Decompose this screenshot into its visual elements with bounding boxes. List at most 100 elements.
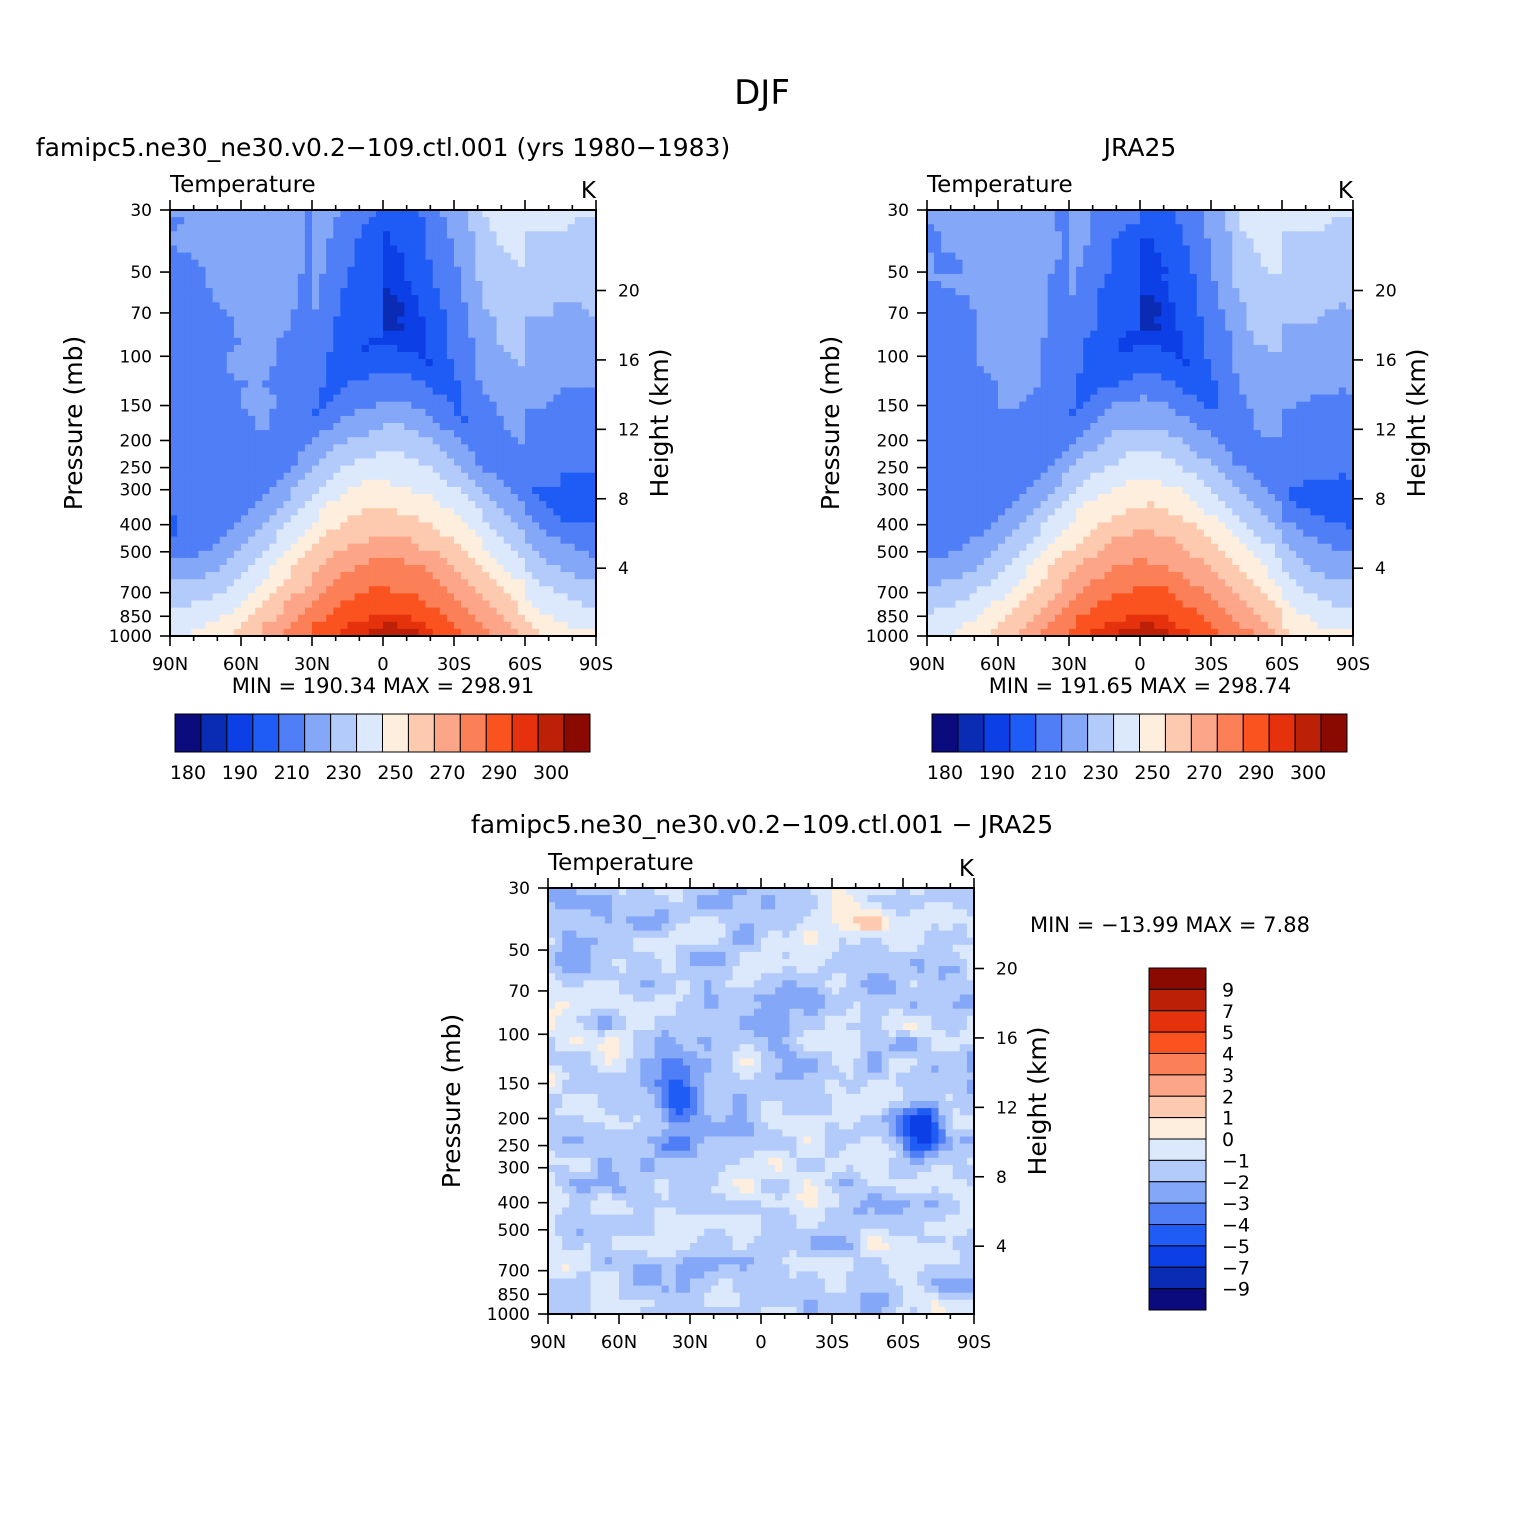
field-cell <box>205 423 214 431</box>
field-cell <box>233 323 242 332</box>
field-cell <box>969 423 978 431</box>
field-cell <box>574 309 583 318</box>
field-cell <box>255 621 263 630</box>
field-cell <box>998 508 1006 516</box>
field-cell <box>390 273 398 282</box>
field-cell <box>990 451 999 460</box>
field-cell <box>1026 394 1035 403</box>
field-cell <box>1026 465 1035 474</box>
field-cell <box>312 543 320 552</box>
field-cell <box>581 330 590 339</box>
colorbar-label: 180 <box>170 762 206 784</box>
field-cell <box>461 210 469 218</box>
field-cell <box>212 572 221 580</box>
field-cell <box>304 344 313 353</box>
field-cell <box>198 238 207 247</box>
field-cell <box>567 486 576 495</box>
field-cell <box>368 444 377 452</box>
field-cell <box>312 486 320 495</box>
field-cell <box>955 465 964 474</box>
field-cell <box>482 316 491 325</box>
field-cell <box>1040 288 1049 296</box>
field-cell <box>525 437 533 445</box>
left-string: Temperature <box>926 172 1073 198</box>
field-cell <box>560 557 569 566</box>
field-cell <box>397 415 405 424</box>
field-cell <box>1061 309 1070 318</box>
field-cell <box>446 288 455 296</box>
field-cell <box>276 231 285 239</box>
field-cell <box>383 366 391 374</box>
field-cell <box>439 437 448 445</box>
field-cell <box>567 621 576 630</box>
field-cell <box>290 316 299 325</box>
field-cell <box>588 444 597 452</box>
field-cell <box>219 316 228 325</box>
field-cell <box>510 401 519 410</box>
field-cell <box>539 415 547 424</box>
field-cell <box>588 458 597 467</box>
field-cell <box>503 408 512 417</box>
field-cell <box>446 387 455 396</box>
field-cell <box>510 415 519 424</box>
field-cell <box>941 628 949 637</box>
field-cell <box>482 366 491 374</box>
field-cell <box>326 252 334 261</box>
field-cell <box>354 245 363 254</box>
field-cell <box>446 210 455 218</box>
field-cell <box>1061 593 1070 602</box>
field-cell <box>333 408 341 417</box>
field-cell <box>390 266 398 275</box>
field-cell <box>482 621 491 630</box>
field-cell <box>574 437 583 445</box>
field-cell <box>1061 302 1070 310</box>
field-cell <box>319 494 327 502</box>
field-cell <box>241 451 249 460</box>
field-cell <box>241 536 249 545</box>
field-cell <box>241 309 249 318</box>
field-cell <box>297 408 306 417</box>
field-cell <box>255 415 263 424</box>
field-cell <box>475 572 483 580</box>
field-cell <box>496 579 505 587</box>
field-cell <box>262 366 270 374</box>
y-tick-label: 200 <box>120 431 152 451</box>
field-cell <box>418 600 427 609</box>
field-cell <box>347 543 356 552</box>
field-cell <box>482 423 491 431</box>
field-cell <box>333 380 341 389</box>
field-cell <box>212 586 221 594</box>
field-cell <box>1069 550 1077 559</box>
field-cell <box>1069 401 1077 410</box>
field-cell <box>489 479 498 488</box>
field-cell <box>383 401 391 410</box>
field-cell <box>205 572 214 580</box>
field-cell <box>340 437 349 445</box>
field-cell <box>255 600 263 609</box>
field-cell <box>241 430 249 438</box>
field-cell <box>312 252 320 261</box>
field-cell <box>532 572 540 580</box>
field-cell <box>955 302 964 310</box>
field-cell <box>1061 614 1070 623</box>
field-cell <box>404 359 412 367</box>
field-cell <box>184 316 192 325</box>
field-cell <box>955 579 964 587</box>
field-cell <box>927 614 935 623</box>
field-cell <box>397 224 405 232</box>
field-cell <box>454 472 462 481</box>
field-cell <box>411 479 420 488</box>
field-cell <box>475 451 483 460</box>
field-cell <box>290 522 299 531</box>
field-cell <box>588 323 597 332</box>
field-cell <box>962 415 971 424</box>
field-cell <box>546 486 554 495</box>
field-cell <box>461 494 469 502</box>
field-cell <box>1033 614 1042 623</box>
field-cell <box>368 593 377 602</box>
field-cell <box>312 472 320 481</box>
field-cell <box>927 593 935 602</box>
field-cell <box>269 614 278 623</box>
y2-tick-label: 20 <box>618 281 640 301</box>
field-cell <box>361 550 370 559</box>
